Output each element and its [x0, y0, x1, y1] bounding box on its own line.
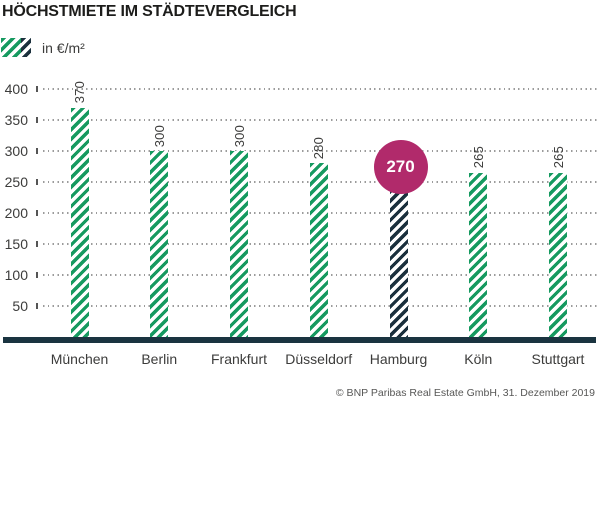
- bar-value-label: 280: [309, 115, 329, 159]
- y-axis-tick-mark: [36, 86, 38, 92]
- category-label: Köln: [464, 351, 493, 367]
- highlight-badge: 270: [373, 140, 428, 194]
- y-axis-tick-label: 300: [4, 143, 28, 159]
- category-label: München: [50, 351, 109, 367]
- y-axis-tick-mark: [36, 210, 38, 216]
- gridline: [43, 150, 597, 152]
- y-axis-tick-mark: [36, 148, 38, 154]
- y-axis-tick-label: 150: [4, 236, 28, 252]
- bar-value-label: 300: [149, 103, 169, 147]
- bar-value-label: 265: [468, 125, 488, 169]
- bar-hamburg: [389, 169, 408, 337]
- category-label: Hamburg: [369, 351, 428, 367]
- y-axis-tick-label: 200: [4, 205, 28, 221]
- page-title: HÖCHSTMIETE IM STÄDTEVERGLEICH: [2, 3, 297, 20]
- source-credit: © BNP Paribas Real Estate GmbH, 31. Deze…: [335, 387, 595, 399]
- category-label: Berlin: [141, 351, 178, 367]
- x-axis-baseline: [3, 337, 596, 343]
- bar-münchen: [70, 107, 89, 337]
- bar-köln: [469, 172, 488, 337]
- category-label: Düsseldorf: [285, 351, 353, 367]
- y-axis-tick-mark: [36, 303, 38, 309]
- bar-value-text: 265: [550, 146, 566, 169]
- y-axis-tick-label: 50: [12, 298, 28, 314]
- category-label: Frankfurt: [210, 351, 267, 367]
- bar-berlin: [150, 151, 169, 337]
- bar-value-label: 265: [548, 125, 568, 169]
- bar-stuttgart: [549, 172, 567, 337]
- bar-value-text: 300: [151, 124, 167, 147]
- y-axis-tick-mark: [36, 117, 38, 123]
- y-axis-tick-label: 400: [4, 81, 28, 97]
- bar-value-text: 280: [311, 137, 327, 160]
- category-label: Stuttgart: [531, 351, 585, 367]
- y-axis-tick-mark: [36, 272, 38, 278]
- legend: in €/m²: [1, 38, 85, 57]
- gridline: [43, 119, 597, 121]
- bar-value-text: 265: [470, 146, 486, 169]
- y-axis-tick-mark: [36, 241, 38, 247]
- legend-swatch-icon: [1, 38, 31, 57]
- bar-value-text: 370: [72, 81, 87, 104]
- y-axis-tick-label: 350: [4, 112, 28, 128]
- bar-value-label: 370: [70, 60, 90, 104]
- bar-value-text: 300: [231, 124, 247, 147]
- bar-frankfurt: [230, 151, 248, 337]
- y-axis-tick-label: 100: [4, 267, 28, 283]
- bar-value-label: 300: [229, 103, 249, 147]
- legend-label: in €/m²: [42, 39, 85, 56]
- gridline: [43, 88, 597, 90]
- y-axis-tick-label: 250: [4, 174, 28, 190]
- y-axis-tick-mark: [36, 179, 38, 185]
- bar-düsseldorf: [309, 163, 328, 337]
